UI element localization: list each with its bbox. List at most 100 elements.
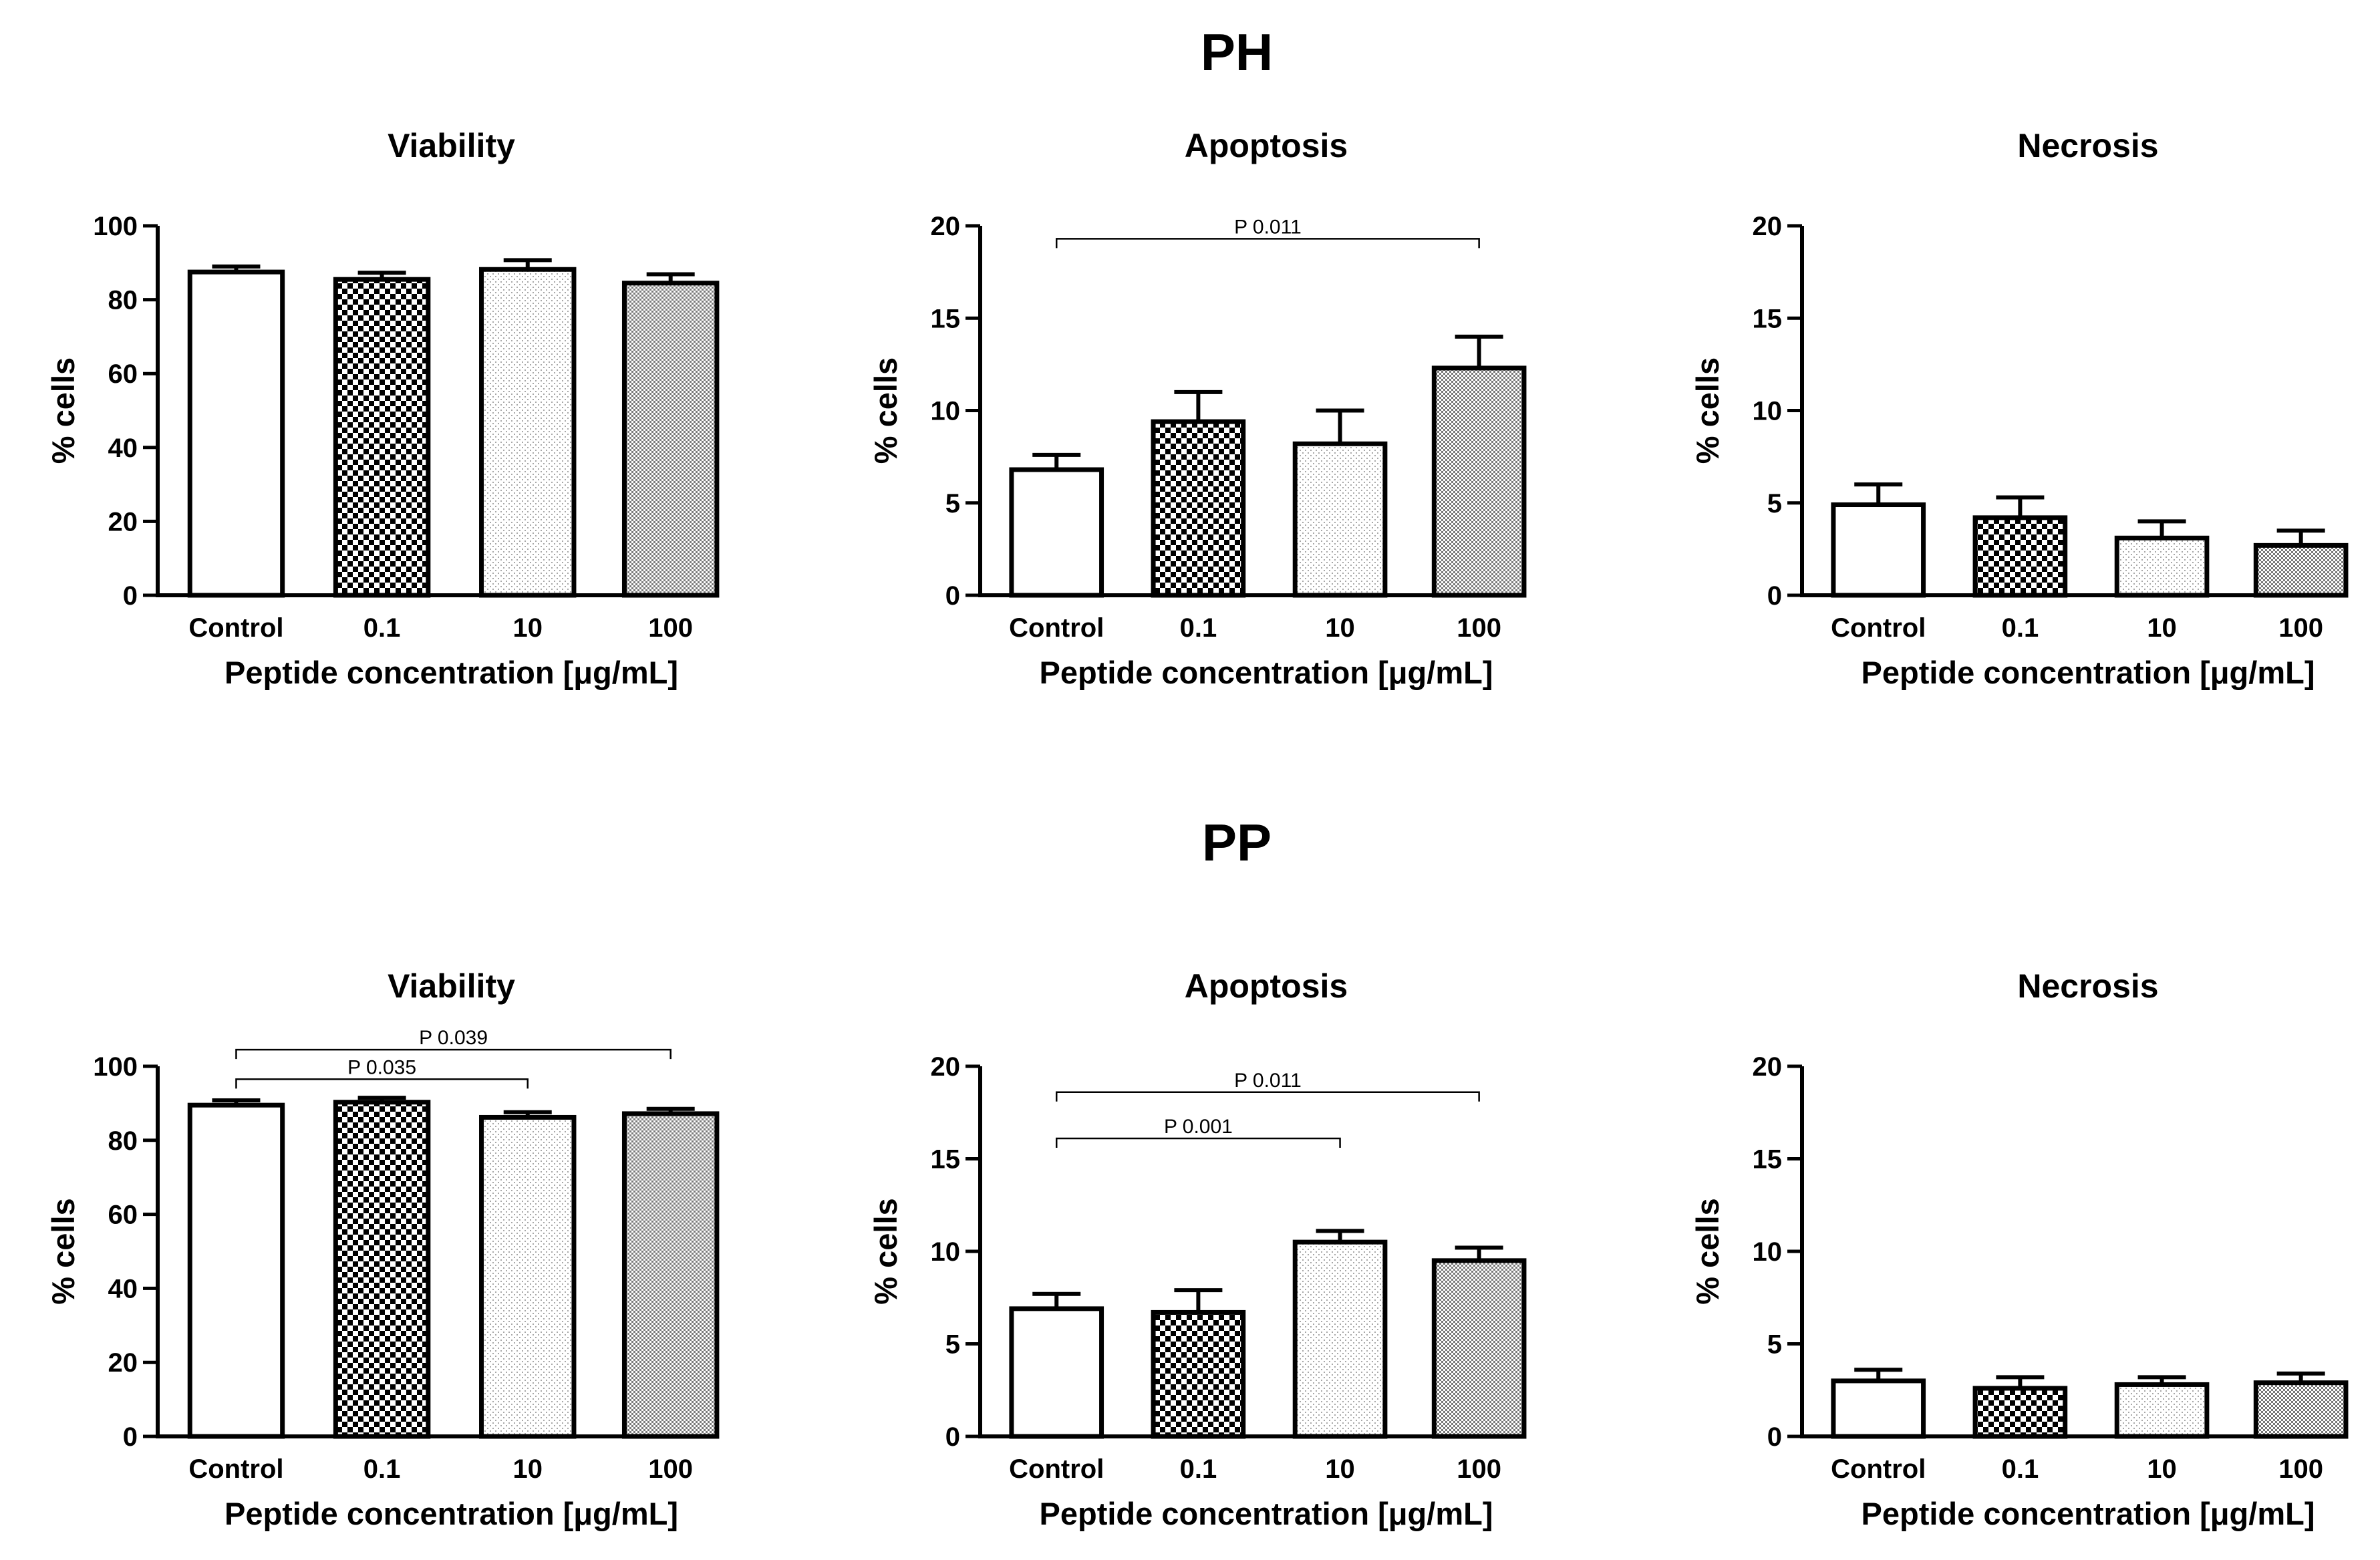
x-tick-label: 0.1	[1180, 1454, 1217, 1484]
bar-100	[621, 281, 720, 598]
bar-0-1	[1972, 515, 2068, 598]
bar-10	[2114, 535, 2210, 598]
bar-control	[1831, 502, 1926, 598]
chart-title: Viability	[388, 967, 515, 1005]
y-tick-label: 5	[1767, 1330, 1782, 1360]
x-tick-label: 100	[648, 1454, 693, 1484]
y-tick-label: 0	[1767, 1422, 1782, 1452]
y-tick-label: 20	[108, 1348, 138, 1378]
x-tick-label: 100	[1457, 613, 1501, 643]
x-tick-label: 10	[1325, 613, 1355, 643]
y-tick-label: 60	[108, 1201, 138, 1230]
y-axis-label: % cells	[45, 357, 81, 464]
y-tick-label: 15	[931, 304, 961, 333]
significance-bracket	[1055, 238, 1480, 249]
y-tick-label: 5	[945, 1330, 960, 1360]
bar-100	[1431, 1258, 1527, 1439]
significance-label: P 0.035	[347, 1056, 416, 1078]
chart-ph-apoptosis: Apoptosis 0 5 10 15 20 % cells Control 0.1 10 100 P…	[868, 127, 1527, 690]
x-tick-label: 10	[512, 1454, 543, 1484]
bar-0-1	[1972, 1386, 2068, 1439]
x-axis-label: Peptide concentration [μg/mL]	[1862, 655, 2315, 690]
chart-ph-necrosis: Necrosis 0 5 10 15 20 % cells Control 0.1 10 100 Pe…	[1690, 127, 2349, 690]
y-tick-label: 5	[945, 489, 960, 518]
x-tick-label: 0.1	[363, 1454, 401, 1484]
bar-0-1	[333, 277, 431, 598]
x-axis-label: Peptide concentration [μg/mL]	[1862, 1496, 2315, 1531]
bar-100	[621, 1111, 720, 1439]
y-tick-label: 0	[123, 1422, 138, 1452]
y-tick-label: 10	[1753, 397, 1783, 426]
significance-bracket	[235, 1048, 672, 1060]
x-tick-label: 0.1	[2002, 1454, 2039, 1484]
y-tick-label: 15	[1753, 1145, 1783, 1175]
x-axis-label: Peptide concentration [μg/mL]	[1040, 1496, 1493, 1531]
chart-pp-viability: Viability 0 20 40 60 80 100 % cells Control 0.1 10…	[45, 967, 720, 1531]
bar-0-1	[1151, 419, 1246, 598]
y-tick-label: 40	[108, 434, 138, 463]
chart-title: Necrosis	[2017, 967, 2158, 1005]
y-tick-label: 100	[93, 212, 138, 241]
x-tick-label: Control	[188, 613, 283, 643]
y-tick-label: 5	[1767, 489, 1782, 518]
y-tick-label: 20	[1753, 1052, 1783, 1082]
y-axis-label: % cells	[1690, 1198, 1725, 1304]
chart-title: Necrosis	[2017, 127, 2158, 164]
chart-title: Viability	[388, 127, 515, 164]
bar-100	[2253, 1380, 2349, 1439]
bar-0-1	[1151, 1309, 1246, 1439]
bar-control	[1831, 1378, 1926, 1439]
y-axis-label: % cells	[868, 357, 903, 464]
chart-title: Apoptosis	[1185, 127, 1348, 164]
group-title-pp: PP	[1202, 813, 1272, 872]
y-tick-label: 20	[1753, 212, 1783, 241]
y-tick-label: 10	[931, 397, 961, 426]
significance-bracket	[235, 1078, 529, 1089]
chart-title: Apoptosis	[1185, 967, 1348, 1005]
y-axis-label: % cells	[45, 1198, 81, 1304]
y-tick-label: 20	[931, 1052, 961, 1082]
y-axis-label: % cells	[1690, 357, 1725, 464]
y-tick-label: 100	[93, 1052, 138, 1082]
y-tick-label: 80	[108, 1126, 138, 1156]
bar-10	[479, 267, 577, 598]
x-tick-label: 10	[1325, 1454, 1355, 1484]
chart-pp-necrosis: Necrosis 0 5 10 15 20 % cells Control 0.1 10 100 Pe…	[1690, 967, 2349, 1531]
x-axis-label: Peptide concentration [μg/mL]	[225, 1496, 678, 1531]
bar-10	[1292, 441, 1388, 598]
y-axis-label: % cells	[868, 1198, 903, 1304]
bar-10	[2114, 1382, 2210, 1439]
bar-control	[187, 269, 285, 598]
y-tick-label: 10	[1753, 1237, 1783, 1267]
y-tick-label: 0	[123, 581, 138, 611]
bar-10	[1292, 1239, 1388, 1439]
bar-control	[1009, 467, 1104, 598]
x-tick-label: Control	[1009, 613, 1104, 643]
significance-label: P 0.039	[419, 1027, 488, 1049]
x-axis-label: Peptide concentration [μg/mL]	[225, 655, 678, 690]
y-tick-label: 0	[945, 1422, 960, 1452]
y-tick-label: 20	[931, 212, 961, 241]
bar-0-1	[333, 1100, 431, 1439]
x-tick-label: 100	[2278, 1454, 2323, 1484]
significance-bracket	[1055, 1137, 1341, 1148]
y-tick-label: 60	[108, 359, 138, 389]
chart-pp-apoptosis: Apoptosis 0 5 10 15 20 % cells Control 0.1 10 100 P…	[868, 967, 1527, 1531]
x-tick-label: Control	[188, 1454, 283, 1484]
y-tick-label: 15	[931, 1145, 961, 1175]
x-tick-label: 100	[2278, 613, 2323, 643]
y-tick-label: 10	[931, 1237, 961, 1267]
bar-100	[2253, 542, 2349, 598]
significance-label: P 0.011	[1234, 216, 1302, 238]
y-tick-label: 40	[108, 1274, 138, 1303]
significance-label: P 0.001	[1164, 1116, 1233, 1138]
x-tick-label: 0.1	[2002, 613, 2039, 643]
bar-control	[187, 1102, 285, 1439]
x-tick-label: 0.1	[1180, 613, 1217, 643]
chart-ph-viability: Viability 0 20 40 60 80 100 % cells Control 0.1 10…	[45, 127, 720, 690]
x-tick-label: Control	[1831, 613, 1926, 643]
x-tick-label: 10	[512, 613, 543, 643]
x-tick-label: 100	[648, 613, 693, 643]
